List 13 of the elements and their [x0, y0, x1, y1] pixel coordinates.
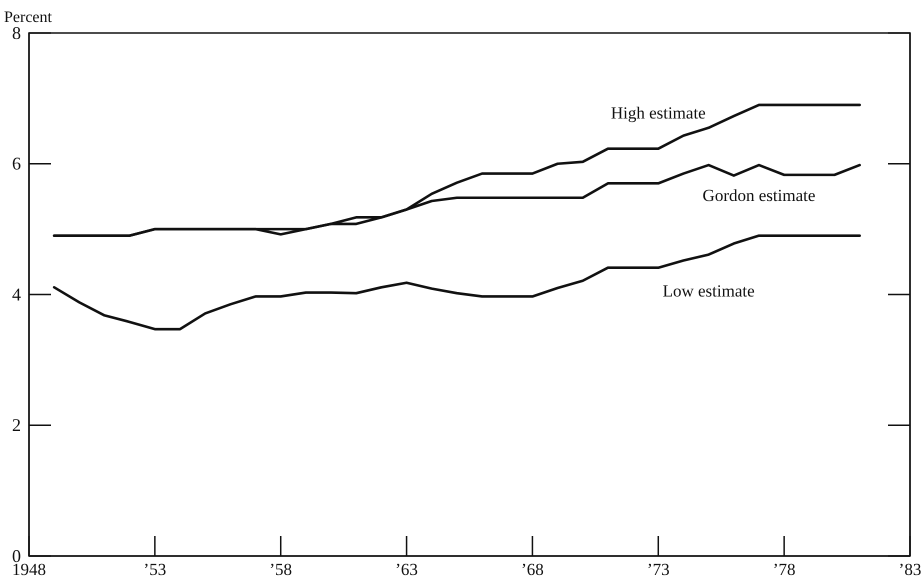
series-label: Low estimate	[662, 282, 755, 301]
x-tick-label: ’63	[395, 560, 418, 580]
y-tick-label: 4	[12, 284, 21, 304]
y-tick-label: 2	[12, 415, 21, 436]
series-label: Gordon estimate	[702, 186, 816, 206]
series-label: High estimate	[610, 104, 706, 123]
x-tick-label: ’53	[144, 560, 166, 580]
x-tick-label: ’58	[269, 560, 292, 580]
x-tick-label: ’73	[646, 560, 670, 580]
y-tick-label: 6	[12, 154, 21, 174]
x-tick-label: ’78	[772, 560, 796, 580]
x-tick-label: ’68	[521, 560, 544, 580]
x-tick-label: ’83	[898, 560, 922, 580]
